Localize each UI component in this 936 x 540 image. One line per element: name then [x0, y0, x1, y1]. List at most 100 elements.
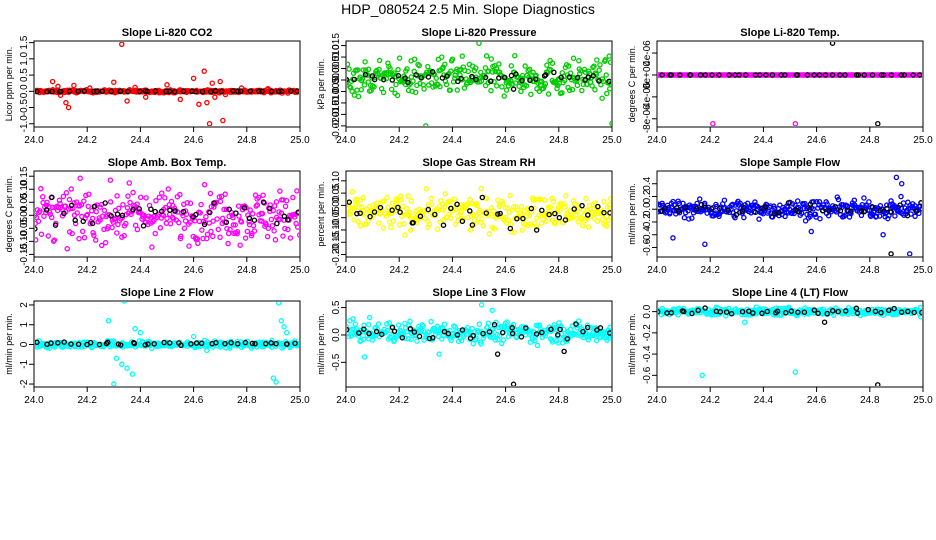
x-tick-label: 24.0: [336, 265, 356, 276]
point-10sec: [124, 205, 131, 211]
point-outlier: [742, 319, 748, 325]
point-10sec: [569, 86, 576, 93]
point-10sec: [451, 196, 458, 202]
point-10sec: [349, 188, 356, 195]
point-10sec: [221, 206, 227, 213]
point-2.5min: [480, 330, 486, 337]
point-outlier: [111, 79, 117, 85]
point-10sec: [523, 83, 530, 89]
point-10sec: [472, 217, 478, 224]
x-tick-label: 24.4: [131, 135, 151, 146]
panel-title: Slope Li-820 CO2: [122, 27, 212, 39]
point-10sec: [280, 197, 286, 203]
point-2.5min: [66, 88, 73, 95]
point-10sec: [352, 321, 358, 327]
point-10sec: [227, 226, 233, 233]
point-outlier: [270, 375, 277, 381]
point-2.5min: [795, 208, 801, 215]
point-outlier: [49, 78, 56, 85]
x-tick-label: 24.2: [77, 135, 97, 146]
point-2.5min: [702, 72, 709, 78]
point-2.5min: [804, 72, 811, 78]
point-10sec: [347, 201, 352, 207]
point-2.5min: [470, 332, 476, 339]
point-10sec: [448, 68, 454, 74]
point-2.5min: [562, 217, 569, 223]
point-10sec: [405, 335, 411, 342]
point-10sec: [400, 203, 406, 209]
point-10sec: [608, 213, 611, 219]
point-10sec: [285, 226, 291, 233]
point-10sec: [347, 333, 352, 340]
point-2.5min: [473, 76, 479, 83]
point-2.5min: [426, 335, 433, 342]
point-10sec: [594, 57, 600, 63]
point-10sec: [851, 197, 858, 203]
point-2.5min: [708, 206, 715, 212]
point-2.5min: [347, 326, 350, 333]
point-10sec: [112, 215, 118, 222]
point-10sec: [544, 62, 550, 68]
point-2.5min: [869, 204, 875, 210]
point-10sec: [500, 337, 507, 343]
point-10sec: [259, 210, 266, 217]
point-2.5min: [52, 222, 59, 228]
point-outlier: [196, 101, 202, 108]
point-outlier: [217, 78, 223, 85]
point-10sec: [917, 313, 922, 320]
point-10sec: [460, 334, 467, 340]
point-2.5min: [584, 324, 591, 331]
point-10sec: [530, 197, 537, 203]
y-tick-label: -0.4: [642, 226, 653, 244]
point-2.5min: [533, 331, 540, 337]
panel-7: Slope Line 2 Flow 24.0 24.2 24.4 24.6 24.8 25.…: [4, 287, 310, 406]
point-10sec: [366, 314, 373, 321]
x-tick-label: 25.0: [602, 135, 622, 146]
point-2.5min: [117, 342, 124, 348]
point-2.5min: [148, 206, 154, 212]
point-2.5min: [294, 88, 299, 94]
point-10sec: [570, 55, 577, 62]
point-2.5min: [102, 200, 108, 206]
point-10sec: [810, 199, 817, 205]
point-10sec: [271, 228, 277, 234]
point-outlier: [220, 117, 226, 124]
point-10sec: [393, 81, 399, 88]
point-2.5min: [880, 72, 887, 78]
y-tick-label: -0.6: [642, 238, 653, 256]
point-10sec: [76, 235, 82, 242]
y-axis-label: kPa per min.: [316, 59, 326, 110]
point-10sec: [522, 221, 528, 228]
point-10sec: [562, 193, 569, 199]
point-10sec: [737, 200, 743, 207]
point-10sec: [866, 199, 872, 205]
point-10sec: [496, 333, 503, 339]
point-10sec: [107, 177, 114, 183]
point-10sec: [376, 66, 382, 73]
point-10sec: [208, 228, 214, 235]
point-2.5min: [136, 206, 142, 212]
point-2.5min: [418, 75, 424, 81]
point-10sec: [280, 233, 286, 239]
point-2.5min: [601, 209, 607, 216]
point-10sec: [726, 305, 732, 312]
point-outlier: [875, 120, 881, 126]
point-2.5min: [411, 329, 418, 335]
point-10sec: [499, 84, 505, 90]
point-2.5min: [491, 321, 498, 328]
point-10sec: [391, 70, 397, 76]
x-tick-label: 24.4: [754, 135, 774, 146]
point-10sec: [38, 185, 44, 192]
point-2.5min: [877, 207, 884, 214]
point-2.5min: [736, 72, 742, 78]
point-10sec: [423, 185, 429, 192]
point-outlier: [283, 329, 290, 336]
point-10sec: [351, 217, 357, 223]
y-tick-label: -0.05: [19, 217, 30, 240]
x-tick-label: 24.6: [807, 265, 827, 276]
point-10sec: [272, 236, 279, 243]
point-2.5min: [725, 207, 731, 214]
point-outlier: [494, 351, 501, 357]
point-2.5min: [888, 72, 895, 78]
point-outlier: [792, 369, 799, 375]
